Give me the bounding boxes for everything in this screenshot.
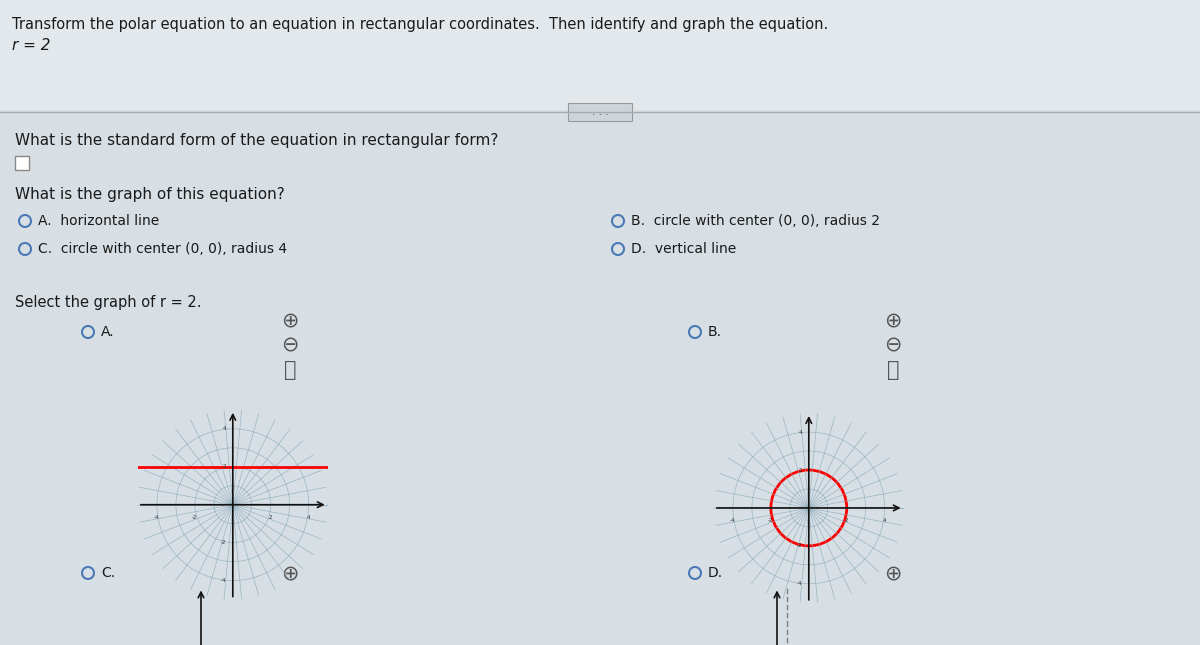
Text: -4: -4 [221, 578, 226, 583]
Text: A.  horizontal line: A. horizontal line [38, 214, 160, 228]
Text: 4: 4 [307, 515, 311, 520]
Text: -2: -2 [797, 543, 802, 548]
Text: B.: B. [708, 325, 722, 339]
Text: D.: D. [708, 566, 724, 580]
Text: What is the graph of this equation?: What is the graph of this equation? [14, 187, 284, 202]
Text: -4: -4 [797, 581, 802, 586]
Text: 2: 2 [223, 464, 226, 470]
Text: ⊕: ⊕ [281, 563, 299, 583]
Text: -4: -4 [731, 519, 736, 523]
Text: B.  circle with center (0, 0), radius 2: B. circle with center (0, 0), radius 2 [631, 214, 880, 228]
Text: -4: -4 [155, 515, 160, 520]
Text: 2: 2 [845, 519, 848, 523]
Text: 2: 2 [269, 515, 272, 520]
Text: ⊕: ⊕ [884, 310, 901, 330]
Text: -2: -2 [768, 519, 774, 523]
Bar [0, 0, 1200, 110]
Text: ⧉: ⧉ [283, 360, 296, 380]
Text: Select the graph of r = 2.: Select the graph of r = 2. [14, 295, 202, 310]
Text: Transform the polar equation to an equation in rectangular coordinates.  Then id: Transform the polar equation to an equat… [12, 17, 828, 32]
Text: ⊕: ⊕ [884, 563, 901, 583]
Text: -2: -2 [221, 540, 226, 545]
Text: -2: -2 [192, 515, 198, 520]
Text: 4: 4 [223, 426, 226, 432]
Text: 4: 4 [883, 519, 887, 523]
Text: A.: A. [101, 325, 115, 339]
Text: ⊖: ⊖ [884, 335, 901, 355]
Text: D.  vertical line: D. vertical line [631, 242, 737, 256]
Text: ⊕: ⊕ [281, 310, 299, 330]
Bar [568, 103, 632, 121]
Text: . . .: . . . [592, 107, 608, 117]
Text: 2: 2 [799, 468, 802, 473]
Text: C.: C. [101, 566, 115, 580]
Bar [14, 156, 29, 170]
Text: C.  circle with center (0, 0), radius 4: C. circle with center (0, 0), radius 4 [38, 242, 287, 256]
Text: r = 2: r = 2 [12, 38, 50, 53]
Text: ⧉: ⧉ [887, 360, 899, 380]
Text: What is the standard form of the equation in rectangular form?: What is the standard form of the equatio… [14, 133, 498, 148]
Text: 4: 4 [799, 430, 802, 435]
Text: ⊖: ⊖ [281, 335, 299, 355]
